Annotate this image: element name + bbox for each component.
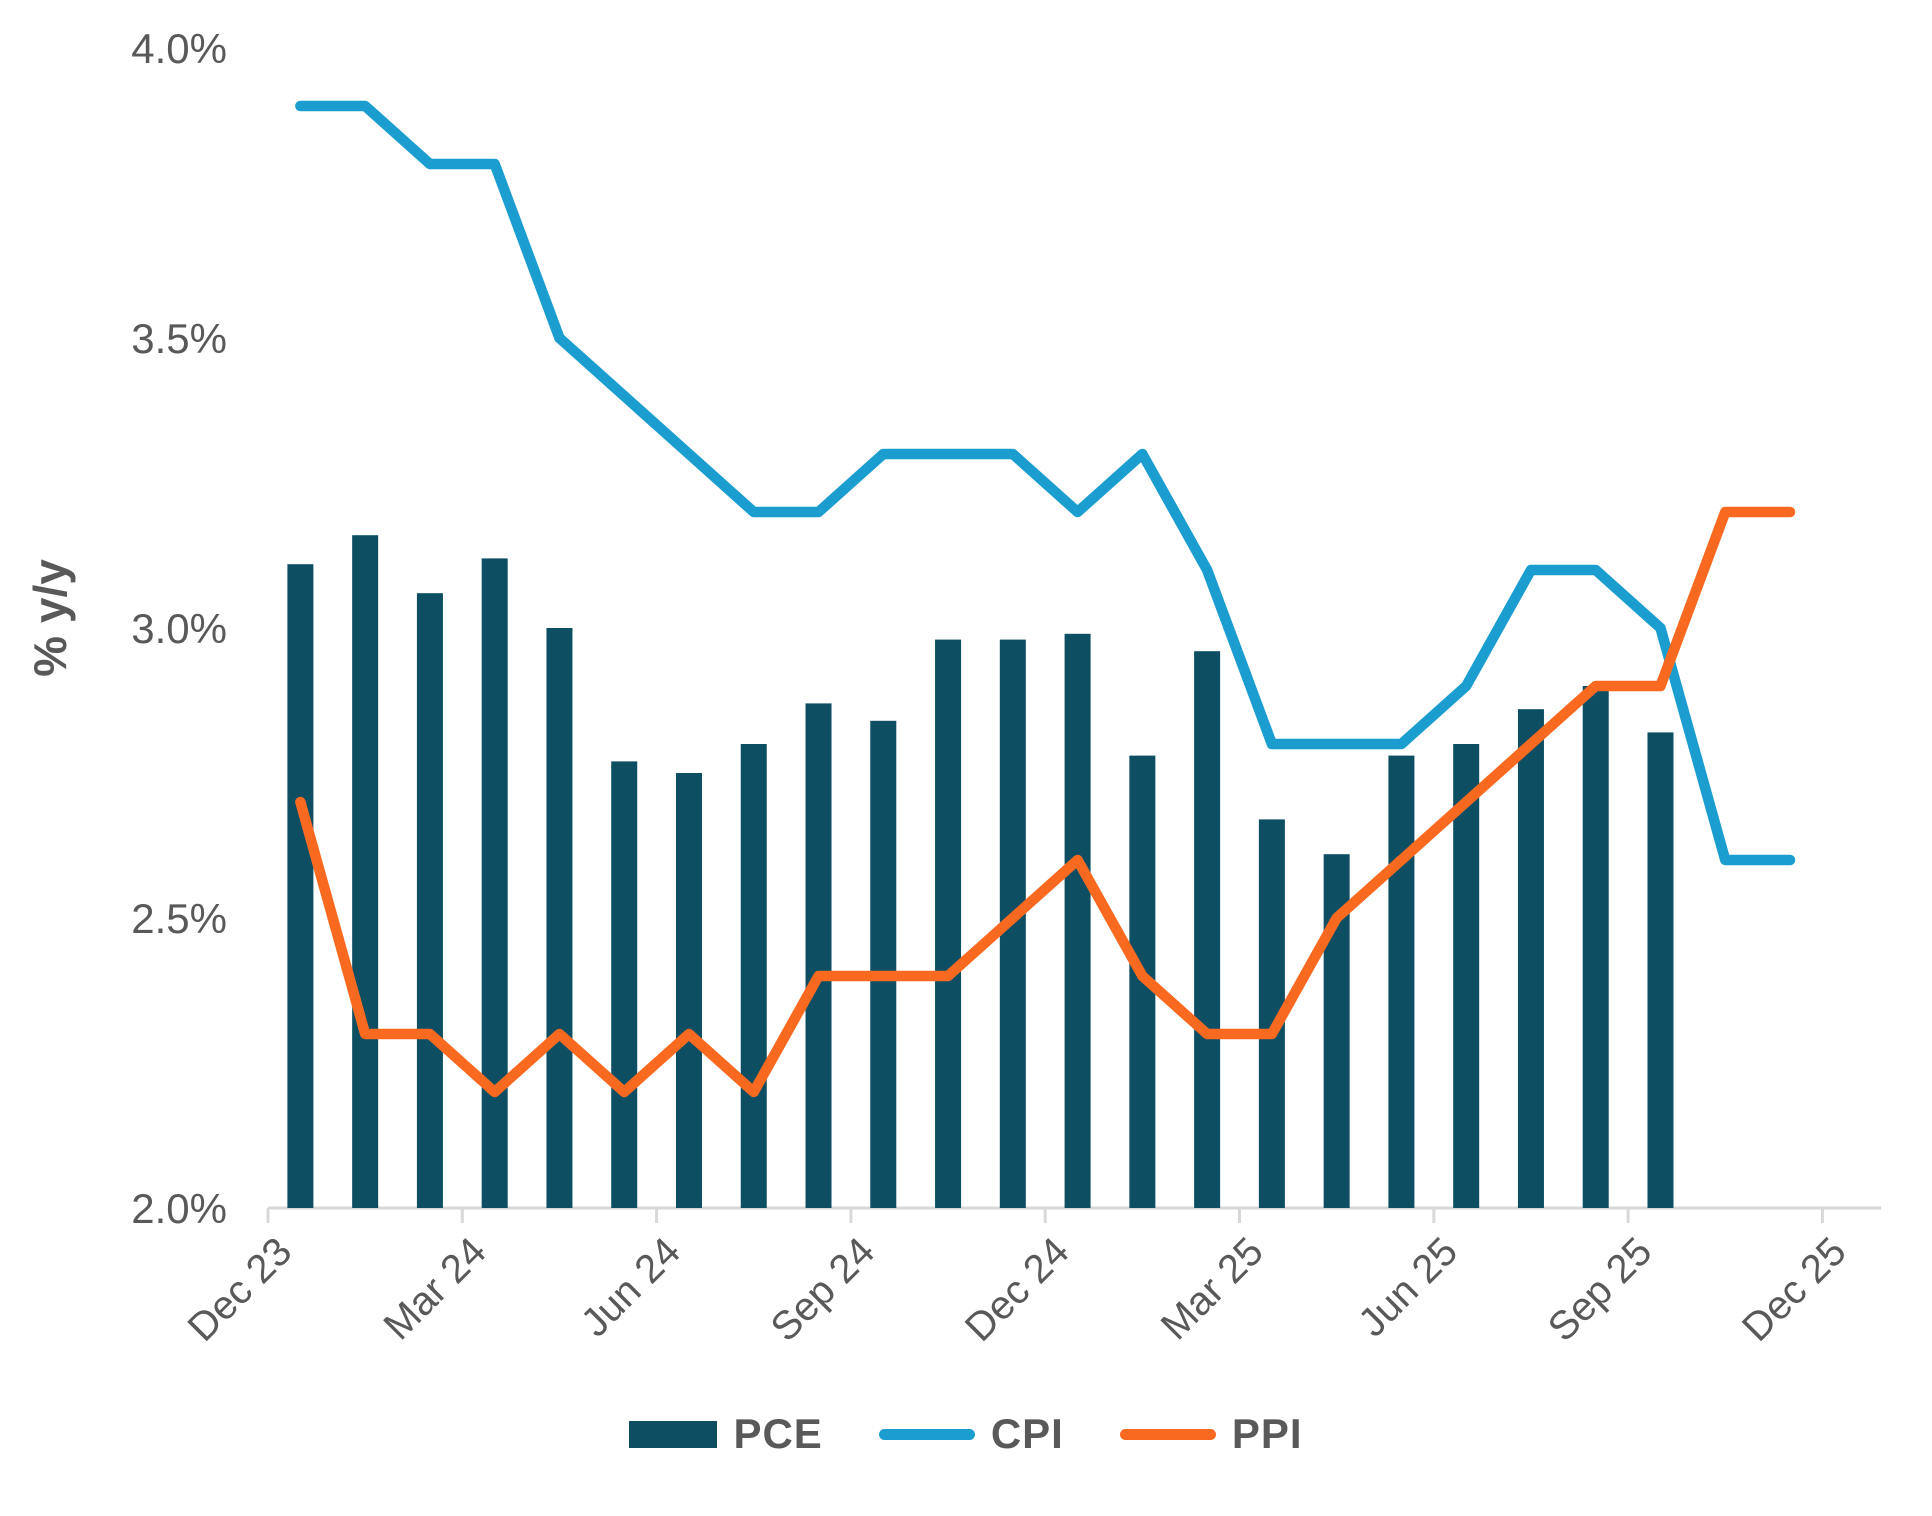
bar-pce bbox=[805, 703, 832, 1208]
x-axis-tick-label: Jun 24 bbox=[573, 1229, 689, 1345]
bar-pce bbox=[1517, 709, 1544, 1208]
bar-pce bbox=[1453, 744, 1480, 1208]
y-axis-tick-label: 2.5% bbox=[131, 895, 227, 942]
ppi-line-swatch bbox=[1119, 1428, 1216, 1440]
bar-pce bbox=[1647, 732, 1674, 1208]
bar-pce bbox=[1194, 651, 1221, 1208]
cpi-line-swatch bbox=[878, 1428, 975, 1440]
y-axis-tick-label: 3.0% bbox=[131, 605, 227, 652]
bar-pce bbox=[935, 639, 962, 1208]
y-axis-tick-label: 4.0% bbox=[131, 25, 227, 72]
x-axis-tick-label: Jun 25 bbox=[1350, 1229, 1466, 1345]
legend: PCE CPI PPI bbox=[0, 1410, 1932, 1458]
bar-pce bbox=[1064, 633, 1091, 1208]
y-axis-tick-label: 3.5% bbox=[131, 315, 227, 362]
bar-pce bbox=[481, 558, 508, 1208]
pce-bar-swatch bbox=[629, 1420, 718, 1448]
bar-pce bbox=[870, 720, 897, 1208]
bar-pce bbox=[675, 773, 702, 1208]
x-axis-tick-label: Sep 25 bbox=[1540, 1229, 1661, 1350]
bar-pce bbox=[1388, 755, 1415, 1208]
x-axis-tick-label: Dec 25 bbox=[1734, 1229, 1855, 1350]
x-axis-tick-label: Dec 24 bbox=[957, 1229, 1078, 1350]
x-axis-tick-label: Mar 25 bbox=[1153, 1229, 1272, 1348]
bar-pce bbox=[352, 535, 379, 1208]
bar-pce bbox=[611, 761, 638, 1208]
bar-pce bbox=[287, 564, 314, 1208]
bar-pce bbox=[740, 744, 767, 1208]
x-axis-tick-label: Mar 24 bbox=[376, 1229, 495, 1348]
bar-pce bbox=[1582, 686, 1609, 1208]
bar-pce bbox=[416, 593, 443, 1208]
y-axis-title: % y/y bbox=[24, 559, 76, 677]
line-cpi bbox=[295, 100, 1796, 866]
bar-pce bbox=[546, 628, 573, 1208]
legend-label-cpi: CPI bbox=[990, 1410, 1064, 1457]
y-axis-tick-label: 2.0% bbox=[131, 1185, 227, 1232]
legend-item-cpi: CPI bbox=[878, 1410, 1064, 1458]
legend-item-ppi: PPI bbox=[1119, 1410, 1303, 1458]
legend-item-pce: PCE bbox=[629, 1410, 822, 1458]
legend-label-ppi: PPI bbox=[1231, 1410, 1303, 1457]
legend-label-pce: PCE bbox=[733, 1410, 823, 1457]
x-axis-tick-label: Sep 24 bbox=[763, 1229, 884, 1350]
x-axis-tick-label: Dec 23 bbox=[180, 1229, 301, 1350]
line-ppi bbox=[295, 506, 1796, 1098]
